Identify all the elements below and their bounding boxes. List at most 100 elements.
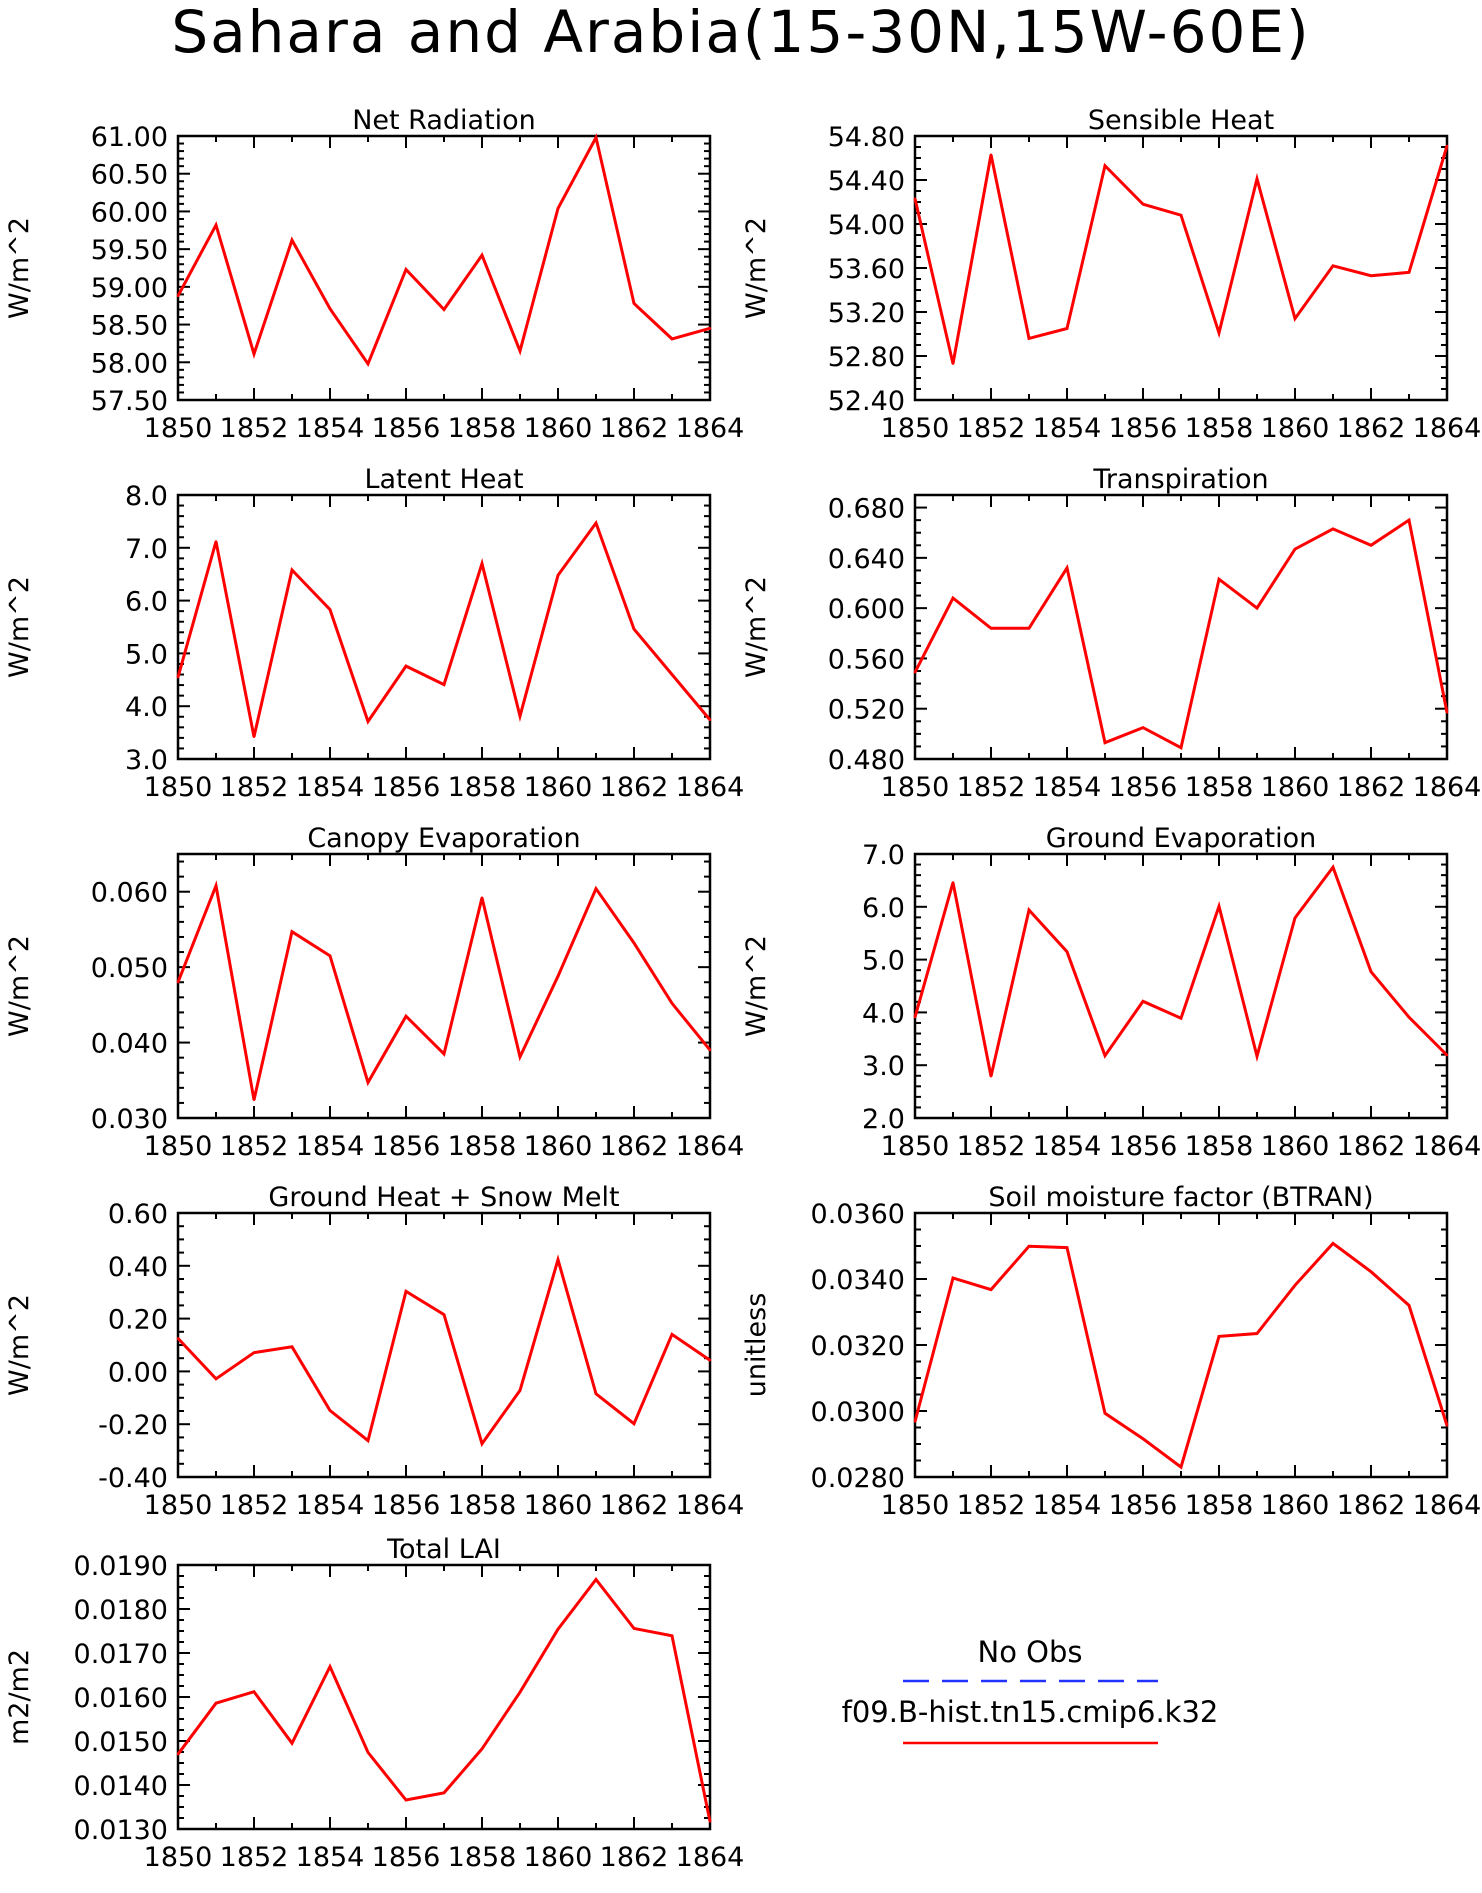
data-point — [404, 268, 408, 271]
y-tick-label: 0.480 — [828, 745, 905, 776]
data-point — [632, 627, 636, 631]
data-point — [252, 1098, 256, 1102]
panel-2: 1850 1852 1854 1856 1858 1860 1862 1864 52.40 52.… — [741, 105, 1481, 444]
data-point — [670, 337, 674, 341]
y-tick-label: 0.640 — [828, 544, 905, 575]
data-point — [442, 683, 446, 686]
x-tick-label: 1852 — [957, 413, 1026, 444]
x-tick-label: 1864 — [1413, 1131, 1482, 1162]
data-point — [594, 521, 598, 525]
x-tick-label: 1854 — [1033, 413, 1102, 444]
y-axis-label: W/m^2 — [4, 217, 35, 319]
series-line — [913, 864, 1449, 1077]
x-tick-label: 1862 — [1337, 413, 1406, 444]
x-tick-label: 1858 — [448, 1490, 517, 1521]
x-tick-label: 1854 — [296, 772, 365, 803]
x-tick-label: 1862 — [1337, 1131, 1406, 1162]
y-tick-label: 0.050 — [91, 953, 168, 984]
y-tick-label: 60.50 — [91, 160, 168, 191]
y-tick-label: 0.0170 — [74, 1639, 168, 1670]
y-tick-label: -0.40 — [98, 1463, 168, 1494]
y-tick-label: 61.00 — [91, 122, 168, 153]
data-point — [1407, 271, 1411, 274]
x-tick-label: 1852 — [957, 772, 1026, 803]
plot-frame — [176, 134, 712, 402]
x-tick-label: 1862 — [600, 772, 669, 803]
data-point — [1407, 1304, 1411, 1307]
data-point — [366, 720, 370, 723]
y-axis-label: unitless — [741, 1293, 772, 1398]
y-tick-label: 54.40 — [828, 166, 905, 197]
data-point — [290, 1345, 294, 1349]
data-point — [328, 1409, 332, 1412]
y-tick-label: 0.0360 — [811, 1199, 905, 1230]
x-tick-label: 1862 — [600, 1842, 669, 1873]
x-tick-label: 1864 — [676, 1842, 745, 1873]
data-point — [708, 1820, 712, 1823]
x-tick-label: 1852 — [220, 1131, 289, 1162]
data-point — [1407, 1015, 1411, 1019]
data-point — [1255, 1332, 1259, 1335]
data-point — [1065, 1246, 1069, 1249]
y-tick-label: 0.680 — [828, 494, 905, 525]
data-point — [1293, 547, 1297, 551]
data-point — [708, 327, 712, 330]
y-tick-label: 0.0150 — [74, 1727, 168, 1758]
data-point — [328, 608, 332, 611]
legend-label-model: f09.B-hist.tn15.cmip6.k32 — [842, 1695, 1219, 1729]
data-point — [176, 294, 180, 298]
data-point — [480, 896, 484, 899]
data-point — [480, 253, 484, 257]
data-point — [442, 308, 446, 311]
data-point — [518, 1690, 522, 1694]
data-point — [480, 1442, 484, 1445]
x-tick-label: 1850 — [144, 1842, 213, 1873]
data-point — [951, 362, 955, 365]
x-tick-label: 1862 — [600, 1490, 669, 1521]
data-point — [366, 362, 370, 365]
data-point — [1179, 1465, 1183, 1469]
x-tick-label: 1862 — [600, 1131, 669, 1162]
x-tick-label: 1860 — [1261, 413, 1330, 444]
y-tick-label: 6.0 — [862, 893, 905, 924]
panel-title: Soil moisture factor (BTRAN) — [988, 1182, 1373, 1213]
x-tick-label: 1856 — [372, 1131, 441, 1162]
x-tick-label: 1858 — [448, 1131, 517, 1162]
data-point — [1369, 1270, 1373, 1273]
y-tick-label: 6.0 — [125, 587, 168, 618]
data-point — [1445, 1053, 1449, 1057]
data-point — [1217, 1335, 1221, 1338]
series-line — [176, 519, 712, 738]
x-tick-label: 1854 — [296, 1131, 365, 1162]
y-tick-label: 4.0 — [125, 692, 168, 723]
y-tick-label: 58.50 — [91, 311, 168, 342]
y-tick-label: 58.00 — [91, 348, 168, 379]
data-point — [366, 1439, 370, 1442]
data-point — [176, 981, 180, 984]
data-point — [1141, 726, 1145, 729]
series-line — [913, 145, 1449, 365]
y-tick-label: 60.00 — [91, 197, 168, 228]
x-tick-label: 1864 — [1413, 772, 1482, 803]
data-point — [913, 671, 917, 674]
x-tick-label: 1856 — [372, 413, 441, 444]
plot-frame — [913, 852, 1449, 1120]
data-point — [670, 1634, 674, 1638]
data-point — [556, 574, 560, 577]
data-point — [1217, 905, 1221, 908]
data-point — [632, 302, 636, 305]
data-point — [290, 930, 294, 933]
data-point — [442, 1791, 446, 1795]
data-point — [518, 1389, 522, 1392]
data-point — [290, 238, 294, 242]
data-point — [328, 954, 332, 958]
panel-title: Sensible Heat — [1088, 105, 1274, 136]
x-tick-label: 1856 — [1109, 1490, 1178, 1521]
data-point — [366, 1751, 370, 1754]
x-tick-label: 1862 — [1337, 1490, 1406, 1521]
data-point — [214, 1377, 218, 1380]
data-point — [951, 881, 955, 884]
series-line — [913, 1241, 1449, 1470]
data-point — [989, 153, 993, 156]
data-point — [1331, 264, 1335, 267]
